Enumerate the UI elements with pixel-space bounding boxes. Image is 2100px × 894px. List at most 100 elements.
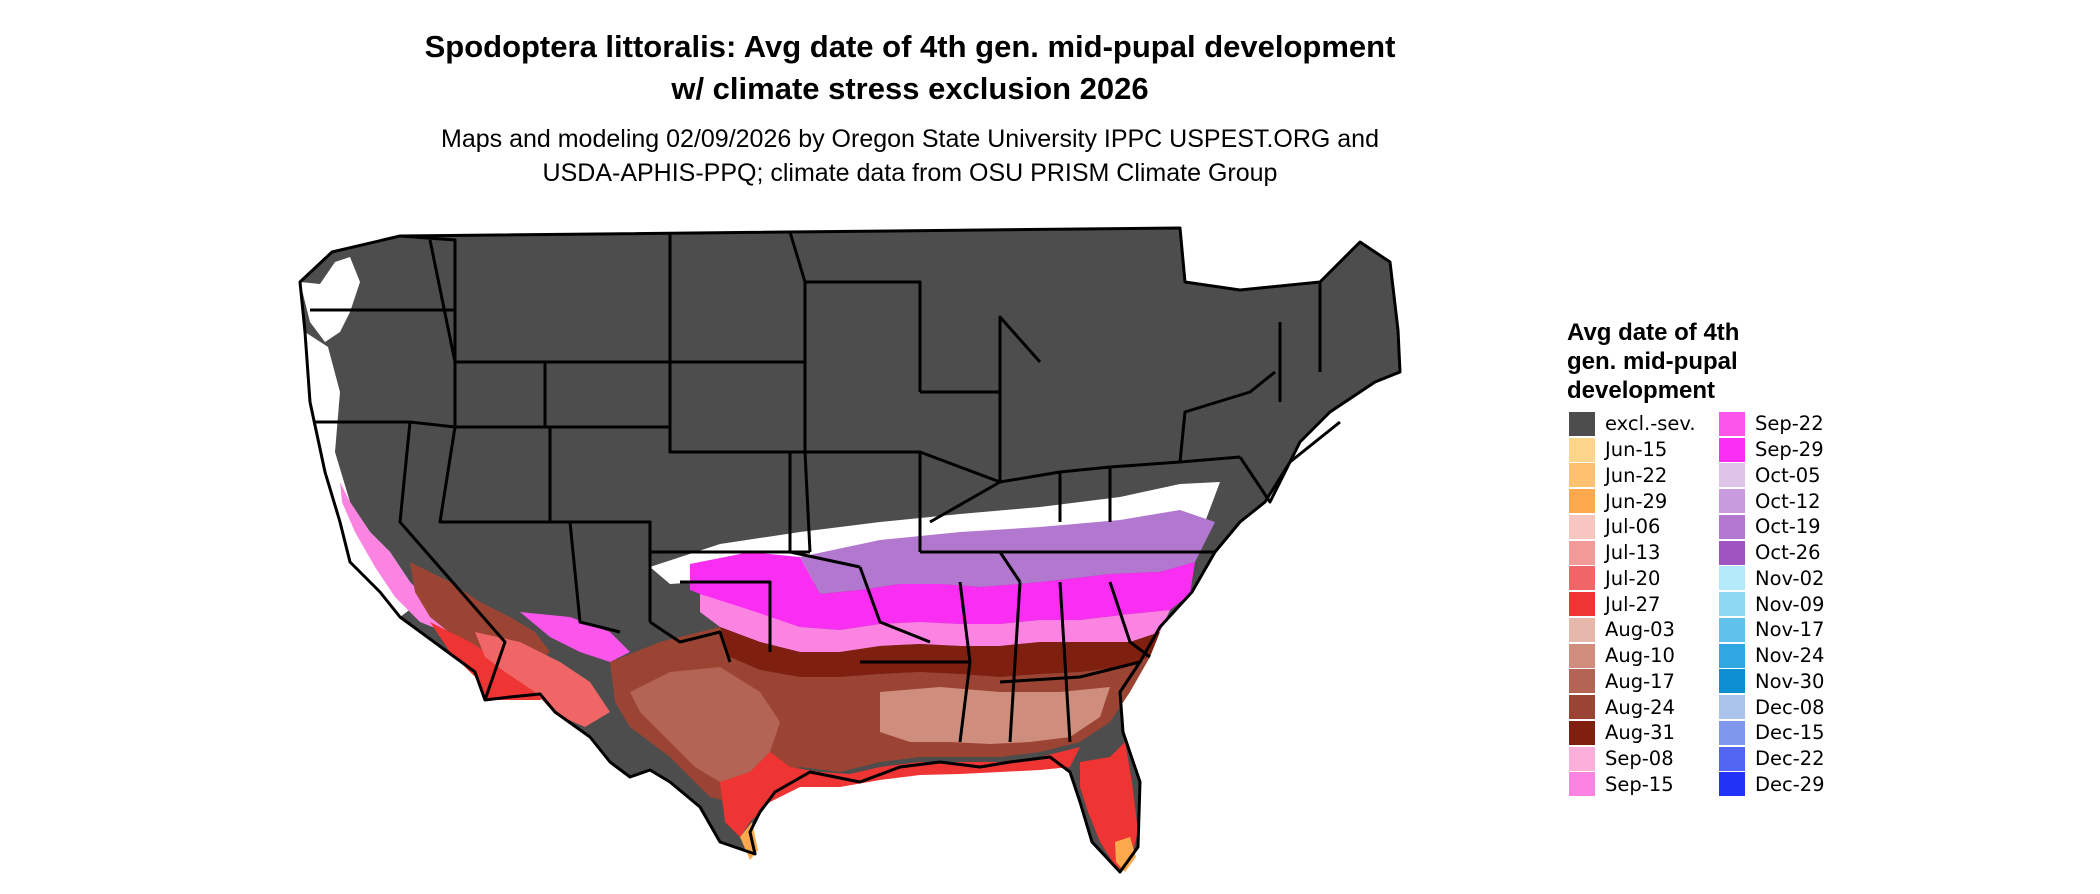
legend-item: Sep-15 <box>1569 772 1696 798</box>
arizona-red <box>475 632 610 727</box>
legend-swatch <box>1719 617 1745 642</box>
subtitle-line-1: Maps and modeling 02/09/2026 by Oregon S… <box>441 125 1379 153</box>
legend-label: Aug-17 <box>1605 669 1675 693</box>
pink-band <box>700 594 1170 652</box>
legend-label: Dec-15 <box>1755 721 1825 745</box>
legend-swatch <box>1719 411 1745 436</box>
legend-item: Dec-22 <box>1719 746 1825 772</box>
legend-item: Oct-26 <box>1719 540 1825 566</box>
florida-peninsula <box>1080 742 1138 870</box>
legend-item: Aug-10 <box>1569 643 1696 669</box>
legend-title-line-2: gen. mid-pupal <box>1567 348 1738 375</box>
legend-swatch <box>1569 669 1595 694</box>
legend-item: Jul-20 <box>1569 566 1696 592</box>
legend-swatch <box>1569 489 1595 514</box>
legend-item: Aug-17 <box>1569 669 1696 695</box>
legend-item: Dec-29 <box>1719 772 1825 798</box>
legend-swatch <box>1719 669 1745 694</box>
legend-column-2: Sep-22 Sep-29 Oct-05 Oct-12 Oct-19 Oct-26 Nov-… <box>1719 411 1825 797</box>
aug31-band <box>720 627 1160 677</box>
legend-label: Jul-20 <box>1605 566 1661 590</box>
us-phenology-map <box>298 226 1402 874</box>
legend-item: Sep-22 <box>1719 411 1825 437</box>
legend-title-line-3: development <box>1567 377 1716 404</box>
legend-label: Dec-29 <box>1755 772 1825 796</box>
legend-label: Jul-27 <box>1605 592 1661 616</box>
legend-item: excl.-sev. <box>1569 411 1696 437</box>
legend-item: Nov-30 <box>1719 669 1825 695</box>
legend-swatch <box>1719 489 1745 514</box>
legend-label: Jul-06 <box>1605 515 1661 539</box>
legend-swatch <box>1719 514 1745 539</box>
legend-title-line-1: Avg date of 4th <box>1567 319 1740 346</box>
legend-label: Oct-19 <box>1755 515 1821 539</box>
legend-item: Dec-15 <box>1719 720 1825 746</box>
legend-label: Dec-08 <box>1755 695 1825 719</box>
legend-swatch <box>1569 720 1595 745</box>
legend-item: Jun-15 <box>1569 437 1696 463</box>
legend-item: Jul-06 <box>1569 514 1696 540</box>
legend-label: Sep-29 <box>1755 438 1824 462</box>
legend-swatch <box>1719 463 1745 488</box>
legend-label: Nov-02 <box>1755 566 1825 590</box>
subtitle-line-2: USDA-APHIS-PPQ; climate data from OSU PR… <box>542 159 1278 187</box>
legend-item: Nov-02 <box>1719 566 1825 592</box>
legend-swatch <box>1569 540 1595 565</box>
legend-swatch <box>1569 411 1595 436</box>
legend-label: Jun-22 <box>1605 463 1668 487</box>
legend-swatch <box>1719 772 1745 797</box>
legend-swatch <box>1569 463 1595 488</box>
legend-swatch <box>1569 617 1595 642</box>
legend-item: Jul-27 <box>1569 591 1696 617</box>
legend-item: Jun-22 <box>1569 463 1696 489</box>
legend-swatch <box>1719 720 1745 745</box>
legend-swatch <box>1569 566 1595 591</box>
legend-swatch <box>1719 746 1745 771</box>
legend-swatch <box>1719 695 1745 720</box>
title-line-2: w/ climate stress exclusion 2026 <box>671 71 1149 106</box>
legend-item: Aug-31 <box>1569 720 1696 746</box>
legend-swatch <box>1569 695 1595 720</box>
legend-title: Avg date of 4th gen. mid-pupal developme… <box>1567 318 1817 405</box>
legend-swatch <box>1569 746 1595 771</box>
gulf-coast-red <box>720 747 1080 837</box>
southwest-pink <box>520 612 630 662</box>
legend-label: Sep-22 <box>1755 412 1824 436</box>
southeast-light-brown <box>880 687 1110 744</box>
magenta-band <box>690 552 1195 630</box>
legend-item: Jul-13 <box>1569 540 1696 566</box>
legend-label: Nov-30 <box>1755 669 1825 693</box>
legend-swatch <box>1569 437 1595 462</box>
legend-label: Jun-15 <box>1605 438 1668 462</box>
legend-item: Jun-29 <box>1569 488 1696 514</box>
legend-item: Sep-08 <box>1569 746 1696 772</box>
northwest-white-area <box>300 257 360 342</box>
legend-label: Nov-09 <box>1755 592 1825 616</box>
legend-swatch <box>1719 437 1745 462</box>
legend-label: Jun-29 <box>1605 489 1668 513</box>
legend-label: Aug-24 <box>1605 695 1675 719</box>
west-white-area <box>305 332 420 617</box>
legend-item: Nov-24 <box>1719 643 1825 669</box>
legend-item: Sep-29 <box>1719 437 1825 463</box>
legend-label: Aug-31 <box>1605 721 1675 745</box>
legend-swatch <box>1719 592 1745 617</box>
map-subtitle: Maps and modeling 02/09/2026 by Oregon S… <box>260 122 1560 190</box>
legend-swatch <box>1719 643 1745 668</box>
legend-item: Nov-09 <box>1719 591 1825 617</box>
legend-label: Aug-03 <box>1605 618 1675 642</box>
legend-swatch <box>1569 772 1595 797</box>
legend-item: Dec-08 <box>1719 694 1825 720</box>
legend-label: Nov-24 <box>1755 644 1825 668</box>
legend-swatch <box>1719 566 1745 591</box>
legend-item: Oct-12 <box>1719 488 1825 514</box>
legend-swatch <box>1719 540 1745 565</box>
legend-swatch <box>1569 592 1595 617</box>
legend-label: Oct-12 <box>1755 489 1821 513</box>
title-line-1: Spodoptera littoralis: Avg date of 4th g… <box>424 29 1396 64</box>
legend-label: Sep-15 <box>1605 772 1674 796</box>
florida-tip-orange <box>1115 837 1136 872</box>
texas-light-brown <box>630 667 780 782</box>
legend-swatch <box>1569 643 1595 668</box>
state-borders <box>298 226 1402 874</box>
